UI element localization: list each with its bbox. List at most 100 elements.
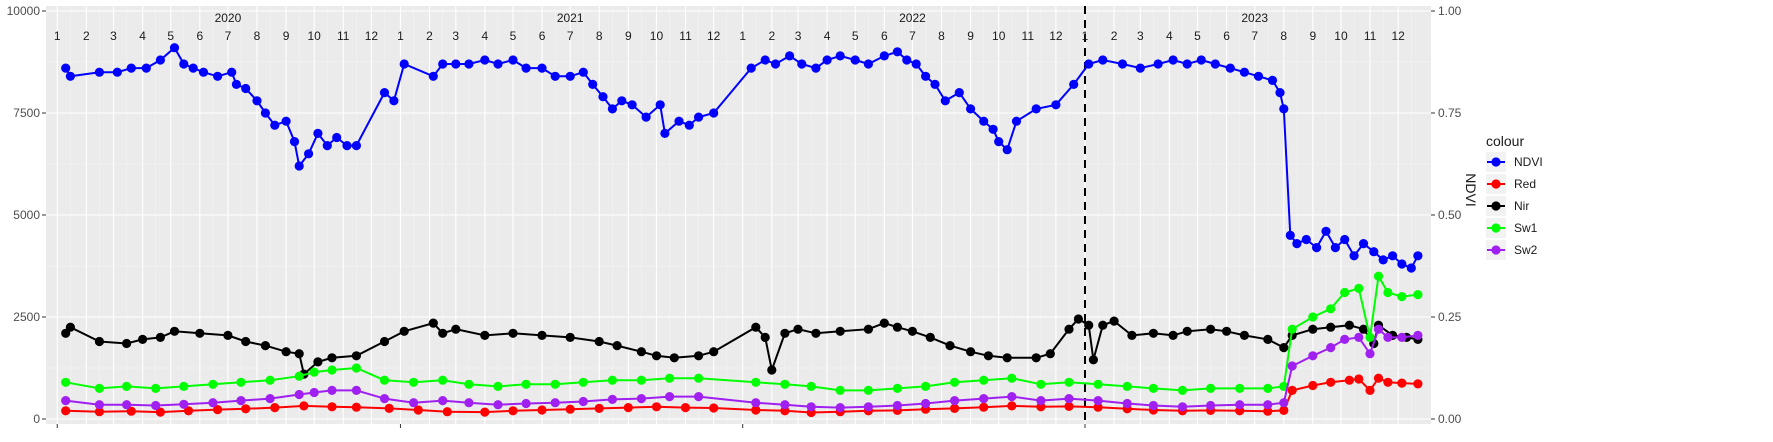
data-point	[607, 394, 618, 404]
month-label: 1	[397, 29, 404, 43]
data-point	[1239, 67, 1249, 77]
data-point	[126, 406, 136, 416]
data-point	[1069, 79, 1079, 89]
data-point	[925, 332, 935, 342]
month-label: 2	[426, 29, 433, 43]
data-point	[607, 104, 618, 114]
data-point	[770, 59, 781, 69]
data-point	[1287, 385, 1297, 395]
legend-item-red: Red	[1486, 174, 1536, 194]
data-point	[588, 79, 598, 89]
month-label: 2	[768, 29, 775, 43]
data-point	[850, 55, 860, 65]
data-point	[313, 357, 323, 367]
month-label: 5	[167, 29, 174, 43]
month-label: 3	[110, 29, 117, 43]
data-point	[863, 324, 874, 334]
data-point	[1279, 405, 1289, 415]
data-point	[480, 55, 490, 65]
data-point	[1406, 263, 1416, 273]
data-point	[155, 55, 165, 65]
series-nir	[61, 314, 1423, 379]
data-point	[213, 405, 223, 415]
data-point	[480, 407, 490, 417]
data-point	[1397, 378, 1407, 388]
data-point	[1275, 88, 1285, 98]
data-point	[709, 347, 719, 357]
data-point	[651, 402, 662, 412]
data-point	[1073, 314, 1083, 324]
data-point	[1365, 349, 1375, 359]
data-point	[438, 375, 448, 385]
data-point	[879, 318, 889, 328]
grid	[46, 6, 1431, 424]
data-point	[309, 367, 319, 377]
data-point	[598, 92, 608, 102]
month-label: 3	[1137, 29, 1144, 43]
data-point	[921, 71, 931, 81]
data-point	[252, 96, 262, 106]
data-point	[1326, 322, 1336, 332]
month-label: 2	[1111, 29, 1118, 43]
data-point	[806, 381, 816, 391]
data-point	[1127, 330, 1137, 340]
data-point	[1326, 304, 1336, 314]
data-point	[1045, 349, 1055, 359]
month-label: 4	[139, 29, 146, 43]
data-point	[983, 351, 994, 361]
data-point	[1354, 374, 1364, 384]
legend-label: Sw2	[1514, 243, 1538, 257]
data-point	[122, 338, 132, 349]
month-label: 12	[1392, 29, 1406, 43]
data-point	[907, 326, 918, 336]
data-point	[1064, 401, 1074, 411]
data-point	[627, 100, 637, 110]
data-point	[660, 128, 670, 138]
data-point	[709, 108, 719, 118]
legend-key-point	[1491, 179, 1501, 189]
data-point	[594, 336, 604, 347]
left-y-axis: 0 2500 5000 7500 10000	[7, 4, 46, 426]
data-point	[767, 365, 777, 375]
data-point	[1225, 63, 1235, 73]
data-point	[409, 398, 419, 408]
data-point	[327, 365, 337, 375]
data-point	[1235, 383, 1245, 393]
data-point	[669, 353, 679, 363]
data-point	[94, 383, 104, 393]
month-label: 5	[1194, 29, 1201, 43]
data-point	[351, 385, 361, 395]
data-point	[1064, 394, 1074, 404]
data-point	[179, 399, 189, 409]
data-point	[835, 403, 845, 413]
x-axis	[56, 424, 1086, 428]
data-point	[835, 385, 845, 395]
month-label: 7	[567, 29, 574, 43]
data-point	[236, 377, 246, 387]
month-labels: 1 2 3 4 5 6 7 8 9 10 11 12 1 2 3 4 5 6 7 8 9 10 11 12 1 2 3 4 5 6 7 8 9 1…	[54, 29, 1405, 43]
data-point	[1148, 383, 1158, 393]
legend-label: Sw1	[1514, 221, 1538, 235]
data-point	[1011, 116, 1022, 126]
data-point	[550, 379, 560, 389]
data-point	[294, 371, 304, 381]
data-point	[1308, 380, 1318, 391]
data-point	[578, 396, 588, 407]
data-point	[1093, 379, 1103, 389]
data-point	[379, 394, 390, 404]
data-point	[169, 326, 180, 336]
data-point	[1397, 332, 1407, 342]
data-point	[636, 394, 647, 404]
data-point	[351, 141, 361, 151]
data-point	[746, 63, 756, 73]
data-point	[921, 381, 931, 391]
data-point	[780, 400, 790, 410]
month-label: 3	[795, 29, 802, 43]
data-point	[623, 403, 633, 413]
data-point	[1117, 59, 1128, 69]
data-point	[1122, 398, 1132, 409]
data-point	[780, 379, 790, 389]
data-point	[138, 334, 148, 344]
month-label: 7	[1251, 29, 1258, 43]
data-point	[921, 398, 931, 409]
